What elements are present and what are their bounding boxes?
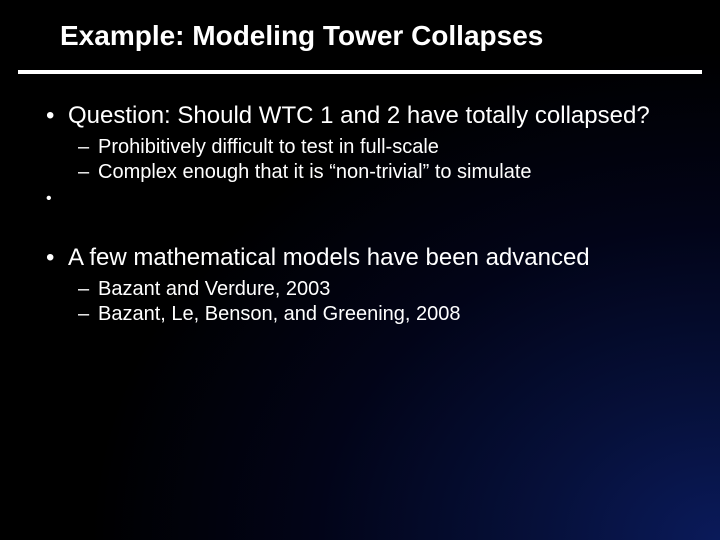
spacer (40, 190, 680, 238)
title-wrap: Example: Modeling Tower Collapses (0, 20, 720, 62)
sub-bullet-text: Complex enough that it is “non-trivial” … (98, 161, 532, 183)
sub-bullet-item: Bazant and Verdure, 2003 (68, 278, 680, 301)
slide-content: Question: Should WTC 1 and 2 have totall… (0, 74, 720, 326)
sub-bullet-item: Complex enough that it is “non-trivial” … (68, 161, 680, 184)
bullet-text: A few mathematical models have been adva… (68, 244, 590, 271)
sub-bullet-text: Bazant and Verdure, 2003 (98, 278, 330, 300)
bullet-list: Question: Should WTC 1 and 2 have totall… (40, 102, 680, 326)
sub-bullet-item: Bazant, Le, Benson, and Greening, 2008 (68, 303, 680, 326)
sub-bullet-item: Prohibitively difficult to test in full-… (68, 136, 680, 159)
sub-bullet-list: Bazant and Verdure, 2003 Bazant, Le, Ben… (68, 278, 680, 326)
bullet-item: A few mathematical models have been adva… (40, 244, 680, 326)
sub-bullet-list: Prohibitively difficult to test in full-… (68, 136, 680, 184)
sub-bullet-text: Bazant, Le, Benson, and Greening, 2008 (98, 303, 461, 325)
slide-title: Example: Modeling Tower Collapses (60, 20, 680, 52)
bullet-item: Question: Should WTC 1 and 2 have totall… (40, 102, 680, 184)
sub-bullet-text: Prohibitively difficult to test in full-… (98, 136, 439, 158)
slide: Example: Modeling Tower Collapses Questi… (0, 0, 720, 540)
bullet-text: Question: Should WTC 1 and 2 have totall… (68, 102, 650, 129)
